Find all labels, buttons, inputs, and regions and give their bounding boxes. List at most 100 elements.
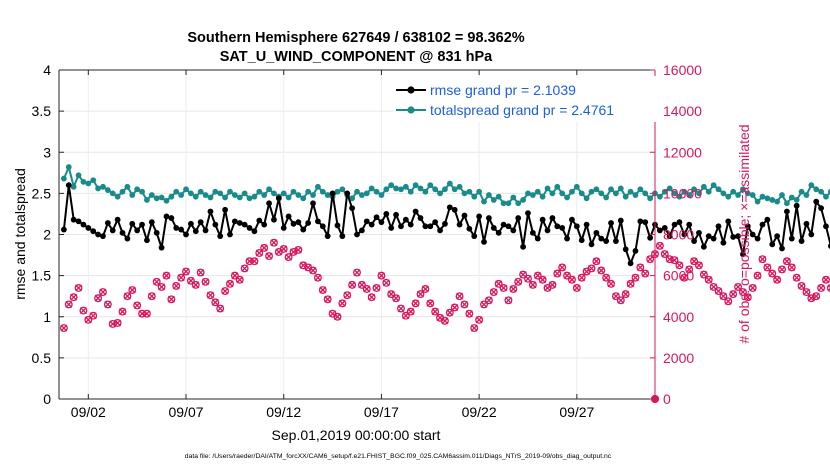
series-totalspread-point [70,183,77,190]
series-rmse-point [744,223,751,230]
series-rmse-point [476,213,483,220]
obs-possible-point [167,295,176,304]
series-rmse-point [188,220,194,227]
series-rmse-point [373,214,380,221]
series-rmse-point [593,229,600,236]
series-totalspread-point [559,190,566,197]
series-rmse-point [109,227,116,234]
obs-possible-point [719,292,728,301]
series-totalspread-point [759,193,766,200]
series-rmse-point [192,228,199,235]
series-totalspread-point [764,195,771,202]
series-totalspread-point [119,188,126,195]
series-totalspread-point [188,190,194,197]
obs-assimilated-point [421,285,429,293]
series-totalspread-point [378,192,385,198]
series-rmse-point [388,225,395,231]
obs-assimilated-point [573,284,581,292]
obs-possible-point [392,294,401,303]
series-rmse-point [735,233,741,240]
series-rmse-point [124,235,131,242]
obs-possible-point [528,280,537,289]
series-rmse-point [749,231,756,238]
series-rmse-point [241,221,248,228]
obs-possible-point [748,284,757,292]
obs-possible-point [245,257,254,266]
obs-assimilated-point [475,316,483,324]
obs-possible-point [553,269,562,278]
series-rmse-point [378,219,385,226]
series-totalspread-point [442,186,448,193]
obs-assimilated-point [675,261,683,269]
series-rmse-point [642,219,649,226]
obs-assimilated-point [363,285,371,293]
obs-assimilated-point [607,280,615,288]
obs-possible-point [695,261,703,270]
obs-assimilated-point [177,274,185,282]
obs-possible-point [382,278,391,287]
obs-possible-point [499,284,508,292]
series-totalspread-point [534,188,541,195]
obs-possible-point [103,300,112,309]
obs-assimilated-point [500,284,508,292]
series-totalspread-point [486,192,492,198]
obs-assimilated-point [504,296,512,304]
obs-possible-point [655,241,664,250]
obs-assimilated-point [715,287,722,295]
obs-possible-point [196,268,205,277]
y-tick-label-left: 2.5 [32,185,52,201]
obs-assimilated-point [241,264,249,272]
series-totalspread-point [163,197,170,204]
series-rmse-point [363,218,370,225]
obs-possible-point [577,273,586,282]
series-totalspread-point [280,190,287,197]
obs-possible-point [431,307,440,316]
obs-possible-point [226,279,234,288]
obs-possible-point [377,271,386,280]
series-totalspread-point [100,183,106,190]
series-totalspread-point [354,188,360,195]
series-totalspread-point [334,188,341,195]
series-rmse-point [437,227,443,234]
series-totalspread-point [388,182,395,189]
series-totalspread-point [349,195,356,202]
obs-assimilated-point [592,257,600,265]
obs-assimilated-point [143,310,151,318]
series-totalspread-point [769,197,776,203]
obs-possible-point [313,273,322,282]
series-totalspread-point [217,190,224,197]
obs-possible-point [465,309,474,318]
series-totalspread-point [80,178,87,185]
obs-possible-point [426,299,435,308]
series-totalspread-point [90,177,97,184]
series-totalspread-point [398,186,404,193]
series-totalspread-point [173,188,180,195]
obs-assimilated-point [627,280,635,288]
series-totalspread-point [539,193,546,200]
series-totalspread-point [549,190,556,197]
series-totalspread-point [554,183,561,190]
series-totalspread-point [139,188,145,195]
obs-assimilated-point [89,312,97,320]
data-file-footer: data file: /Users/raeder/DAI/ATM_forcXX/… [185,453,612,460]
obs-assimilated-point [763,263,771,271]
series-totalspread-point [168,193,175,200]
series-totalspread-point [285,194,292,201]
series-totalspread-point [823,193,829,200]
series-totalspread-point [95,185,101,192]
series-totalspread-point [720,190,727,197]
obs-assimilated-point [768,270,776,278]
obs-possible-point [670,256,679,265]
series-totalspread-point [603,194,610,201]
obs-assimilated-point [285,253,293,261]
series-totalspread-point [222,194,228,201]
series-totalspread-point [310,192,316,198]
obs-possible-point [538,275,547,284]
series-rmse-point [280,225,287,231]
obs-possible-point [592,257,601,266]
obs-assimilated-point [382,279,390,287]
series-totalspread-point [676,193,683,200]
obs-assimilated-point [426,299,434,307]
obs-assimilated-point [553,270,561,278]
series-rmse-point [261,221,268,228]
